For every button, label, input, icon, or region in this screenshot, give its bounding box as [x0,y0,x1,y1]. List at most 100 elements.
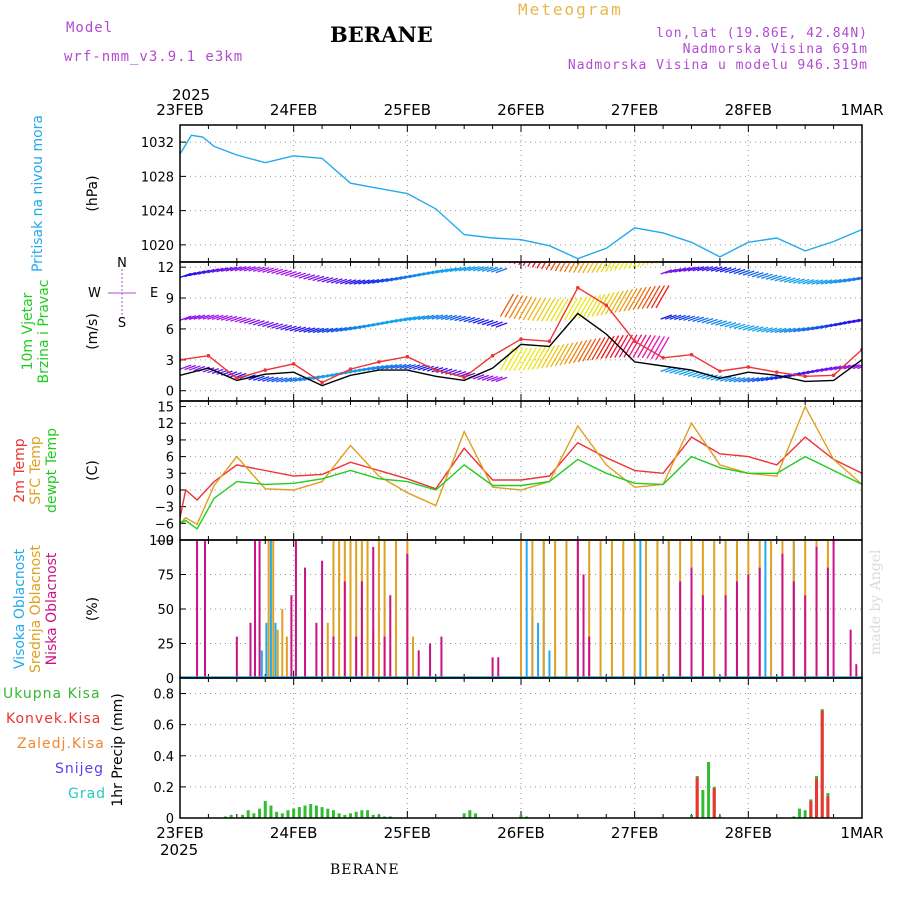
bar-niska [815,546,818,678]
wind-barb [376,320,389,326]
wind-barb [188,314,201,321]
wind-barb [422,270,435,276]
bar-niska [406,553,409,678]
wind-barb [367,365,380,371]
wind-barb [399,363,412,370]
wind-barb [568,262,576,273]
wind-barb [495,376,508,383]
wind-barb [339,326,352,332]
gust-point [746,365,751,369]
wind-barb [372,365,384,371]
wind-barb [843,319,856,325]
wind-barb [563,341,579,365]
series-pritisak [180,134,862,260]
wind-barb [733,323,746,330]
wind-barb [848,318,860,324]
panel-clouds: 0 25 50 75 100 Visoka Oblacnost Srednja Oblacn… [12,534,863,687]
wind-barb [184,364,197,371]
bar-ukupna [314,805,318,818]
gust-point [263,368,268,372]
wind-barb [184,315,197,321]
wind-barb [811,279,824,285]
wind-barb [472,318,485,324]
series-brzina [180,312,862,387]
wind-barb [715,266,728,273]
wind-barb [207,268,219,274]
bar-konvek [815,779,819,818]
wind-barb [243,318,256,324]
bar-visoka [639,540,642,678]
bar-srednja [599,540,602,678]
wind-barb [298,273,311,279]
bar-niska [360,581,363,678]
wind-barb [559,342,574,366]
date-label-top: 25FEB [384,101,431,119]
wind-barb [216,369,229,375]
wind-barb [674,314,686,321]
wind-barb [472,266,485,272]
wind-barb [472,374,485,380]
panel-ylabel: (%) [85,597,101,621]
wind-barb [595,262,604,273]
wind-barb [317,373,329,380]
compass-east: E [150,286,158,301]
wind-barb [751,326,764,332]
wind-barb [481,375,494,381]
wind-barb [632,334,647,358]
wind-barb [742,325,755,331]
wind-barb [861,278,862,280]
wind-barb [486,320,499,327]
wind-barb [641,285,656,310]
wind-barb [761,376,773,382]
wind-barb [527,346,542,371]
wind-barb [234,266,247,272]
bar-srednja [554,540,557,678]
wind-barb [770,275,782,281]
panel-title-line: Visoka Oblacnost [12,548,28,669]
gust-point [291,362,296,366]
wind-barb [582,295,597,319]
wind-barb [390,276,403,282]
wind-barb [298,376,311,382]
bar-srednja [588,540,591,678]
wind-barb [335,278,348,285]
wind-barb [761,327,773,333]
wind-barb [289,376,302,383]
wind-barb [838,320,851,326]
wind-barb [500,262,502,263]
wind-barb [330,327,343,333]
wind-barb [706,374,718,380]
wind-barb [614,289,629,313]
wind-barb [696,317,709,323]
bar-ukupna [258,808,262,818]
wind-barb [408,315,421,321]
wind-barb [193,365,206,372]
wind-barb [628,334,643,358]
wind-barb [518,347,533,371]
bar-ukupna [718,816,722,818]
wind-barb [180,364,192,370]
panel-ylabel: (hPa) [85,175,101,211]
wind-barb [508,295,524,319]
bar-srednja [412,636,415,678]
y-tick-label: 6 [166,323,174,338]
wind-barb [756,272,769,279]
wind-barb [335,326,348,333]
y-tick-label: 15 [157,401,174,416]
wind-barb [733,377,746,383]
wind-barb [729,322,741,329]
wind-barb [756,326,769,333]
wind-barb [618,334,633,358]
wind-barb [321,327,334,334]
bar-niska [792,581,795,678]
gust-point [519,337,523,342]
bar-niska [417,650,420,678]
wind-barb [353,324,366,330]
wind-barb [774,374,787,380]
wind-barb [541,345,556,369]
wind-barb [664,268,677,274]
wind-barb [417,271,430,277]
y-tick-label: 0.8 [153,688,174,703]
wind-barb [747,325,760,332]
wind-barb [353,367,366,373]
